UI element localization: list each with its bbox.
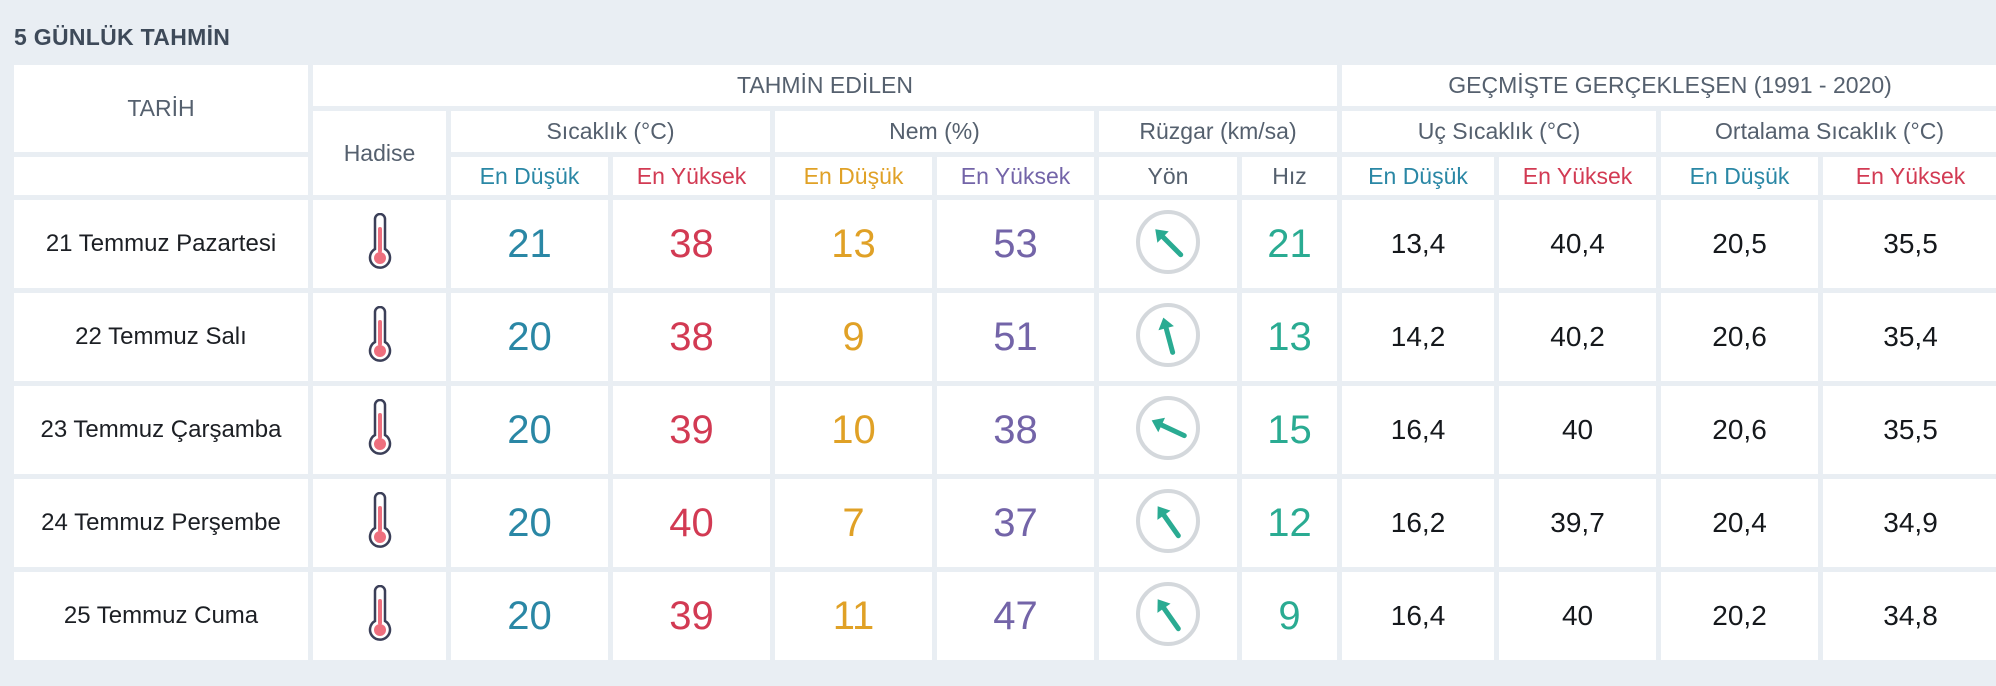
event-cell: [313, 293, 446, 381]
thermometer-icon: [368, 491, 391, 548]
ext-max-cell: 40,2: [1499, 293, 1657, 381]
event-cell: [313, 479, 446, 567]
ext-max-cell: 39,7: [1499, 479, 1657, 567]
table-row: 22 Temmuz Salı 20 38 9 51 13 14,2 40,2 20,6 35,4: [14, 293, 1996, 381]
page-title: 5 GÜNLÜK TAHMİN: [14, 24, 231, 50]
hum-min-cell: 7: [775, 479, 932, 567]
wind-speed-cell: 9: [1242, 572, 1338, 660]
wind-speed-cell: 15: [1242, 386, 1338, 474]
event-cell: [313, 386, 446, 474]
header-date-spacer: [14, 157, 308, 195]
wind-direction-icon: [1136, 395, 1200, 460]
header-hum-min: En Düşük: [775, 157, 932, 195]
wind-direction-cell: [1099, 479, 1237, 567]
wind-direction-icon: [1136, 581, 1200, 646]
header-history: GEÇMİŞTE GERÇEKLEŞEN (1991 - 2020): [1342, 65, 1996, 106]
temp-max-cell: 38: [613, 293, 770, 381]
header-ext-max: En Yüksek: [1499, 157, 1657, 195]
thermometer-icon: [368, 305, 391, 362]
event-cell: [313, 200, 446, 288]
wind-direction-cell: [1099, 200, 1237, 288]
wind-direction-icon: [1136, 302, 1200, 367]
temp-min-cell: 20: [451, 479, 608, 567]
wind-direction-cell: [1099, 572, 1237, 660]
header-extreme-temp: Uç Sıcaklık (°C): [1342, 111, 1657, 152]
header-wind: Rüzgar (km/sa): [1099, 111, 1338, 152]
hum-min-cell: 10: [775, 386, 932, 474]
temp-max-cell: 39: [613, 386, 770, 474]
avg-min-cell: 20,2: [1661, 572, 1819, 660]
wind-direction-cell: [1099, 386, 1237, 474]
ext-min-cell: 16,4: [1342, 572, 1495, 660]
temp-max-cell: 38: [613, 200, 770, 288]
avg-max-cell: 35,4: [1823, 293, 1996, 381]
header-temp-min: En Düşük: [451, 157, 608, 195]
header-ext-min: En Düşük: [1342, 157, 1495, 195]
hum-max-cell: 53: [937, 200, 1094, 288]
temp-min-cell: 20: [451, 293, 608, 381]
table-row: 23 Temmuz Çarşamba 20 39 10 38 15 16,4 40 20,6 35…: [14, 386, 1996, 474]
avg-min-cell: 20,6: [1661, 386, 1819, 474]
ext-min-cell: 13,4: [1342, 200, 1495, 288]
wind-speed-cell: 13: [1242, 293, 1338, 381]
date-cell: 21 Temmuz Pazartesi: [14, 200, 308, 288]
hum-max-cell: 47: [937, 572, 1094, 660]
ext-max-cell: 40,4: [1499, 200, 1657, 288]
ext-min-cell: 16,4: [1342, 386, 1495, 474]
hum-min-cell: 11: [775, 572, 932, 660]
temp-max-cell: 40: [613, 479, 770, 567]
thermometer-icon: [368, 584, 391, 641]
hum-max-cell: 51: [937, 293, 1094, 381]
date-cell: 25 Temmuz Cuma: [14, 572, 308, 660]
hum-max-cell: 38: [937, 386, 1094, 474]
temp-min-cell: 20: [451, 572, 608, 660]
header-wind-direction: Yön: [1099, 157, 1237, 195]
forecast-table: TARİH TAHMİN EDİLEN GEÇMİŞTE GERÇEKLEŞEN…: [9, 60, 1996, 665]
wind-direction-icon: [1136, 209, 1200, 274]
avg-max-cell: 34,9: [1823, 479, 1996, 567]
header-forecast: TAHMİN EDİLEN: [313, 65, 1338, 106]
avg-max-cell: 34,8: [1823, 572, 1996, 660]
hum-min-cell: 9: [775, 293, 932, 381]
avg-min-cell: 20,6: [1661, 293, 1819, 381]
header-temp-max: En Yüksek: [613, 157, 770, 195]
header-wind-speed: Hız: [1242, 157, 1338, 195]
ext-max-cell: 40: [1499, 572, 1657, 660]
wind-direction-cell: [1099, 293, 1237, 381]
event-cell: [313, 572, 446, 660]
header-avg-min: En Düşük: [1661, 157, 1819, 195]
header-hum-max: En Yüksek: [937, 157, 1094, 195]
header-temperature: Sıcaklık (°C): [451, 111, 770, 152]
date-cell: 23 Temmuz Çarşamba: [14, 386, 308, 474]
thermometer-icon: [368, 398, 391, 455]
wind-direction-icon: [1136, 488, 1200, 553]
wind-speed-cell: 12: [1242, 479, 1338, 567]
avg-min-cell: 20,5: [1661, 200, 1819, 288]
ext-max-cell: 40: [1499, 386, 1657, 474]
header-event: Hadise: [313, 111, 446, 195]
table-row: 24 Temmuz Perşembe 20 40 7 37 12 16,2 39,7 20,4 3…: [14, 479, 1996, 567]
header-humidity: Nem (%): [775, 111, 1094, 152]
date-cell: 24 Temmuz Perşembe: [14, 479, 308, 567]
thermometer-icon: [368, 212, 391, 269]
temp-min-cell: 21: [451, 200, 608, 288]
avg-max-cell: 35,5: [1823, 386, 1996, 474]
date-cell: 22 Temmuz Salı: [14, 293, 308, 381]
header-avg-max: En Yüksek: [1823, 157, 1996, 195]
table-row: 25 Temmuz Cuma 20 39 11 47 9 16,4 40 20,2 34,8: [14, 572, 1996, 660]
hum-max-cell: 37: [937, 479, 1094, 567]
avg-max-cell: 35,5: [1823, 200, 1996, 288]
header-date: TARİH: [14, 65, 308, 152]
hum-min-cell: 13: [775, 200, 932, 288]
wind-speed-cell: 21: [1242, 200, 1338, 288]
ext-min-cell: 14,2: [1342, 293, 1495, 381]
table-row: 21 Temmuz Pazartesi 21 38 13 53 21 13,4 40,4 20,…: [14, 200, 1996, 288]
header-avg-temp: Ortalama Sıcaklık (°C): [1661, 111, 1996, 152]
temp-min-cell: 20: [451, 386, 608, 474]
avg-min-cell: 20,4: [1661, 479, 1819, 567]
temp-max-cell: 39: [613, 572, 770, 660]
ext-min-cell: 16,2: [1342, 479, 1495, 567]
